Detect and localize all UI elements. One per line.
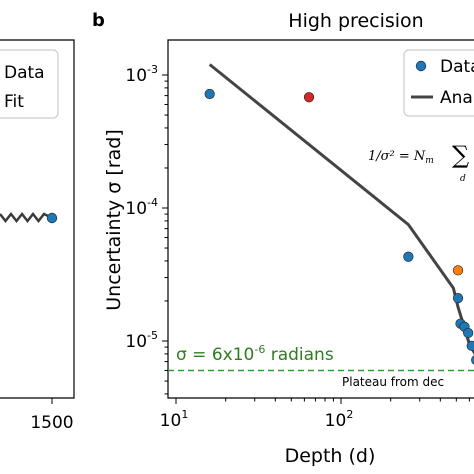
x-tick-label-1: 102 bbox=[325, 408, 354, 431]
plateau-label: Plateau from dec bbox=[342, 375, 444, 389]
formula-annotation: 1/σ² = Nm ∑ d bbox=[368, 141, 469, 184]
data-point-9 bbox=[471, 355, 474, 365]
left-data-point bbox=[46, 212, 58, 224]
x-axis-label: Depth (d) bbox=[285, 445, 376, 467]
formula-text: 1/σ² = Nm bbox=[368, 149, 434, 166]
data-point-8 bbox=[466, 340, 474, 351]
formula-subscript: m bbox=[425, 156, 434, 166]
data-point-1 bbox=[303, 92, 315, 103]
legend-data-marker bbox=[415, 60, 427, 72]
y-tick-base-2: 10 bbox=[125, 66, 147, 86]
threshold-label: σ = 6x10-6 radians bbox=[176, 343, 334, 365]
x-tick-exp-0: 1 bbox=[181, 408, 188, 421]
threshold-label-main: σ = 6x10 bbox=[176, 345, 254, 365]
x-tick-label-0: 101 bbox=[160, 408, 189, 431]
y-tick-label-2: 10-3 bbox=[125, 63, 158, 86]
y-tick-label-0: 10-5 bbox=[125, 329, 158, 352]
y-tick-exp-1: -4 bbox=[147, 196, 158, 209]
legend: Data Ana bbox=[403, 49, 474, 117]
y-tick-base-0: 10 bbox=[125, 332, 147, 352]
left-legend-fit-label: Fit bbox=[4, 92, 24, 112]
x-tick-base-1: 10 bbox=[325, 411, 347, 431]
data-point-3 bbox=[452, 265, 464, 276]
formula-sum: ∑ bbox=[452, 141, 469, 169]
threshold-label-tail: radians bbox=[265, 345, 334, 365]
left-legend-data-label: Data bbox=[4, 63, 45, 83]
left-x-tick-label: 1500 bbox=[30, 413, 73, 433]
data-point-7 bbox=[463, 327, 474, 339]
y-axis-label: Uncertainty σ [rad] bbox=[103, 129, 125, 310]
y-tick-base-1: 10 bbox=[125, 199, 147, 219]
formula-sum-index: d bbox=[460, 174, 466, 184]
data-point-4 bbox=[452, 293, 464, 304]
left-legend-box bbox=[0, 49, 59, 119]
data-points bbox=[204, 88, 474, 365]
left-panel: Data Fit 1500 bbox=[0, 39, 75, 433]
left-axes-frame bbox=[0, 39, 75, 399]
chart-title: High precision bbox=[288, 10, 423, 32]
panel-letter: b bbox=[92, 10, 105, 31]
threshold-label-sup: -6 bbox=[254, 343, 265, 356]
formula-main: 1/σ² = N bbox=[368, 149, 426, 164]
left-fit-line bbox=[0, 211, 53, 224]
y-tick-label-1: 10-4 bbox=[125, 196, 158, 219]
x-tick-base-0: 10 bbox=[160, 411, 182, 431]
legend-data-label: Data bbox=[440, 57, 474, 77]
x-tick-exp-1: 2 bbox=[346, 408, 353, 421]
data-point-0 bbox=[204, 88, 215, 100]
data-point-2 bbox=[403, 251, 414, 262]
y-tick-exp-0: -5 bbox=[147, 329, 158, 342]
axes-frame bbox=[167, 39, 474, 399]
legend-ana-label: Ana bbox=[440, 88, 473, 108]
y-tick-exp-2: -3 bbox=[147, 63, 158, 76]
